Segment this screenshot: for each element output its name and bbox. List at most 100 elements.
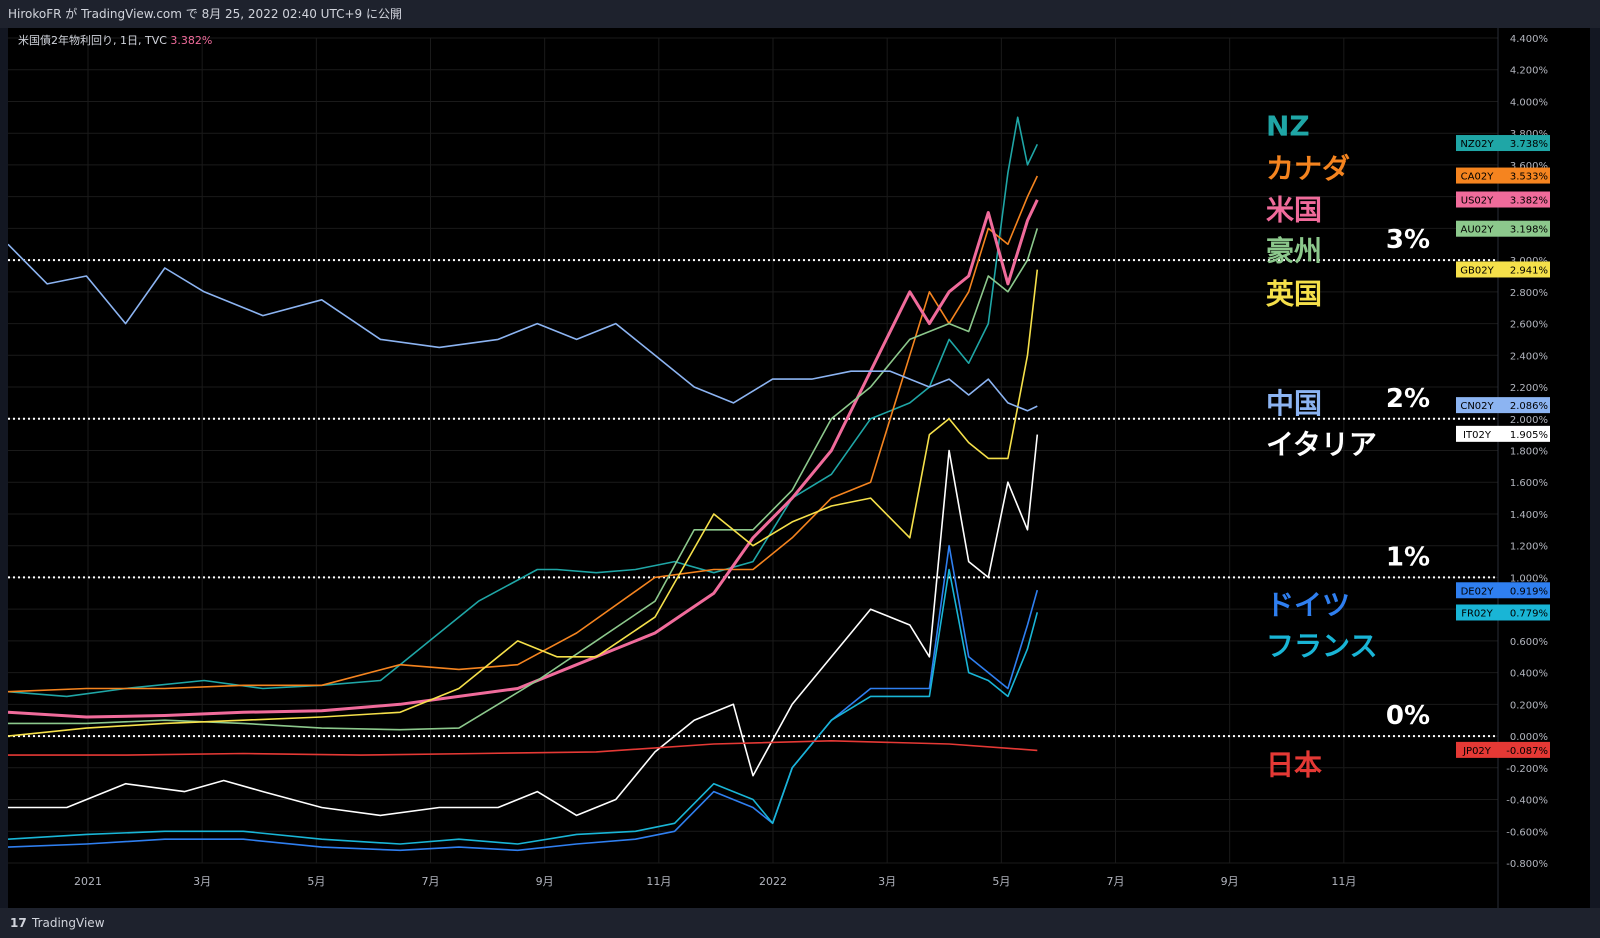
- badge-value: -0.087%: [1506, 746, 1548, 757]
- series-name-ca02y: カナダ: [1266, 152, 1350, 185]
- series-name-jp02y: 日本: [1266, 749, 1322, 782]
- x-tick-label: 5月: [992, 875, 1010, 888]
- y-tick-label: 3.600%: [1510, 161, 1548, 172]
- y-tick-label: 2.000%: [1510, 415, 1548, 426]
- badge-code: IT02Y: [1463, 430, 1492, 441]
- x-tick-label: 3月: [878, 875, 896, 888]
- badge-code: JP02Y: [1462, 746, 1492, 757]
- y-tick-label: 4.200%: [1510, 66, 1548, 77]
- series-name-fr02y: フランス: [1266, 630, 1377, 663]
- publish-text: HirokoFR が TradingView.com で 8月 25, 2022…: [8, 7, 402, 21]
- badge-value: 1.905%: [1510, 430, 1548, 441]
- badge-code-bg: [1456, 582, 1498, 599]
- badge-code-bg: [1456, 397, 1498, 414]
- reference-label: 1%: [1386, 542, 1430, 572]
- series-badge-gb02y: GB02Y 2.941%: [1456, 261, 1550, 278]
- series-badge-it02y: IT02Y 1.905%: [1456, 425, 1550, 442]
- badge-value-bg: [1498, 135, 1550, 152]
- badge-value: 3.382%: [1510, 196, 1548, 207]
- series-badge-ca02y: CA02Y 3.533%: [1456, 167, 1550, 184]
- badge-value-bg: [1498, 191, 1550, 208]
- badge-code-bg: [1456, 741, 1498, 758]
- series-line-us02y: [7, 199, 1039, 719]
- series-badge-us02y: US02Y 3.382%: [1456, 191, 1550, 208]
- series-name-it02y: イタリア: [1266, 428, 1377, 461]
- series-line-ca02y: [7, 175, 1039, 693]
- y-tick-label: -0.600%: [1506, 827, 1548, 838]
- x-tick-label: 3月: [193, 875, 211, 888]
- symbol-value: 3.382%: [170, 34, 212, 47]
- publish-bar: HirokoFR が TradingView.com で 8月 25, 2022…: [0, 0, 1600, 28]
- y-tick-label: 2.400%: [1510, 351, 1548, 362]
- y-tick-label: 4.000%: [1510, 97, 1548, 108]
- badge-code-bg: [1456, 261, 1498, 278]
- badge-code: GB02Y: [1460, 265, 1494, 276]
- badge-code: AU02Y: [1461, 225, 1495, 236]
- badge-code-bg: [1456, 425, 1498, 442]
- y-tick-label: 2.600%: [1510, 320, 1548, 331]
- badge-value-bg: [1498, 425, 1550, 442]
- badge-value: 3.738%: [1510, 139, 1548, 150]
- badge-value-bg: [1498, 167, 1550, 184]
- badge-value: 0.779%: [1510, 608, 1548, 619]
- series-name-us02y: 米国: [1266, 193, 1322, 226]
- y-tick-label: 3.800%: [1510, 129, 1548, 140]
- series-line-cn02y: [7, 243, 1038, 412]
- y-tick-label: -0.400%: [1506, 796, 1548, 807]
- badge-code: DE02Y: [1461, 586, 1495, 597]
- badge-value: 0.919%: [1510, 586, 1548, 597]
- x-tick-label: 2021: [74, 875, 102, 888]
- badge-code: CA02Y: [1461, 172, 1495, 183]
- chart-frame: 4.400%4.200%4.000%3.800%3.600%3.400%3.20…: [7, 28, 1590, 908]
- x-tick-label: 5月: [307, 875, 325, 888]
- series-line-it02y: [8, 434, 1039, 817]
- series-badge-fr02y: FR02Y 0.779%: [1456, 604, 1550, 621]
- badge-value-bg: [1498, 397, 1550, 414]
- y-tick-label: -0.200%: [1506, 764, 1548, 775]
- y-tick-label: 4.400%: [1510, 34, 1548, 45]
- series-line-nz02y: [7, 116, 1039, 698]
- y-tick-label: 0.600%: [1510, 637, 1548, 648]
- series-badge-jp02y: JP02Y -0.087%: [1456, 741, 1550, 758]
- series-line-fr02y: [7, 568, 1039, 845]
- yield-chart[interactable]: 4.400%4.200%4.000%3.800%3.600%3.400%3.20…: [7, 28, 1590, 908]
- x-tick-label: 9月: [536, 875, 554, 888]
- series-name-de02y: ドイツ: [1266, 588, 1350, 621]
- y-tick-label: 1.200%: [1510, 542, 1548, 553]
- badge-code-bg: [1456, 604, 1498, 621]
- series-name-nz02y: NZ: [1266, 109, 1310, 142]
- series-line-de02y: [7, 544, 1039, 852]
- series-badge-au02y: AU02Y 3.198%: [1456, 220, 1550, 237]
- y-tick-label: 1.400%: [1510, 510, 1548, 521]
- y-tick-label: 1.000%: [1510, 573, 1548, 584]
- badge-code-bg: [1456, 220, 1498, 237]
- y-tick-label: 1.800%: [1510, 447, 1548, 458]
- series-line-au02y: [8, 228, 1039, 731]
- y-tick-label: 0.200%: [1510, 700, 1548, 711]
- y-tick-label: 1.600%: [1510, 478, 1548, 489]
- x-tick-label: 7月: [422, 875, 440, 888]
- reference-label: 0%: [1386, 701, 1430, 731]
- x-tick-label: 2022: [759, 875, 787, 888]
- footer: 17 TradingView: [0, 908, 1600, 938]
- series-badge-nz02y: NZ02Y 3.738%: [1456, 135, 1550, 152]
- x-tick-label: 9月: [1221, 875, 1239, 888]
- x-tick-label: 11月: [646, 875, 671, 888]
- badge-code-bg: [1456, 191, 1498, 208]
- brand-name: TradingView: [32, 916, 105, 930]
- symbol-header: 米国債2年物利回り, 1日, TVC 3.382%: [18, 33, 212, 47]
- series-badge-de02y: DE02Y 0.919%: [1456, 582, 1550, 599]
- tradingview-logo: 17: [10, 916, 27, 930]
- series-name-gb02y: 英国: [1266, 277, 1322, 310]
- x-tick-label: 7月: [1107, 875, 1125, 888]
- badge-value-bg: [1498, 261, 1550, 278]
- reference-label: 2%: [1386, 384, 1430, 414]
- y-tick-label: 0.000%: [1510, 732, 1548, 743]
- badge-code-bg: [1456, 135, 1498, 152]
- series-line-jp02y: [8, 740, 1038, 756]
- badge-value: 3.198%: [1510, 225, 1548, 236]
- badge-code: FR02Y: [1461, 608, 1493, 619]
- y-tick-label: 2.200%: [1510, 383, 1548, 394]
- x-tick-label: 11月: [1331, 875, 1356, 888]
- series-line-gb02y: [7, 269, 1039, 737]
